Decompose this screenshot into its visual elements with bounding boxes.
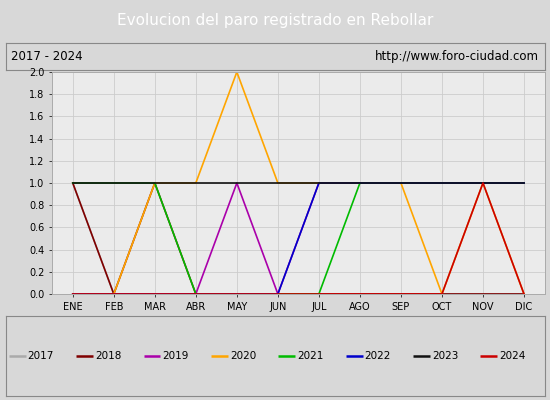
Text: 2017 - 2024: 2017 - 2024 [11, 50, 82, 63]
Text: 2018: 2018 [95, 351, 122, 361]
Text: Evolucion del paro registrado en Rebollar: Evolucion del paro registrado en Rebolla… [117, 14, 433, 28]
Text: 2021: 2021 [297, 351, 323, 361]
Text: 2022: 2022 [365, 351, 391, 361]
Text: 2019: 2019 [162, 351, 189, 361]
Text: 2020: 2020 [230, 351, 256, 361]
Text: http://www.foro-ciudad.com: http://www.foro-ciudad.com [375, 50, 539, 63]
Text: 2017: 2017 [28, 351, 54, 361]
Text: 2023: 2023 [432, 351, 458, 361]
Text: 2024: 2024 [499, 351, 526, 361]
